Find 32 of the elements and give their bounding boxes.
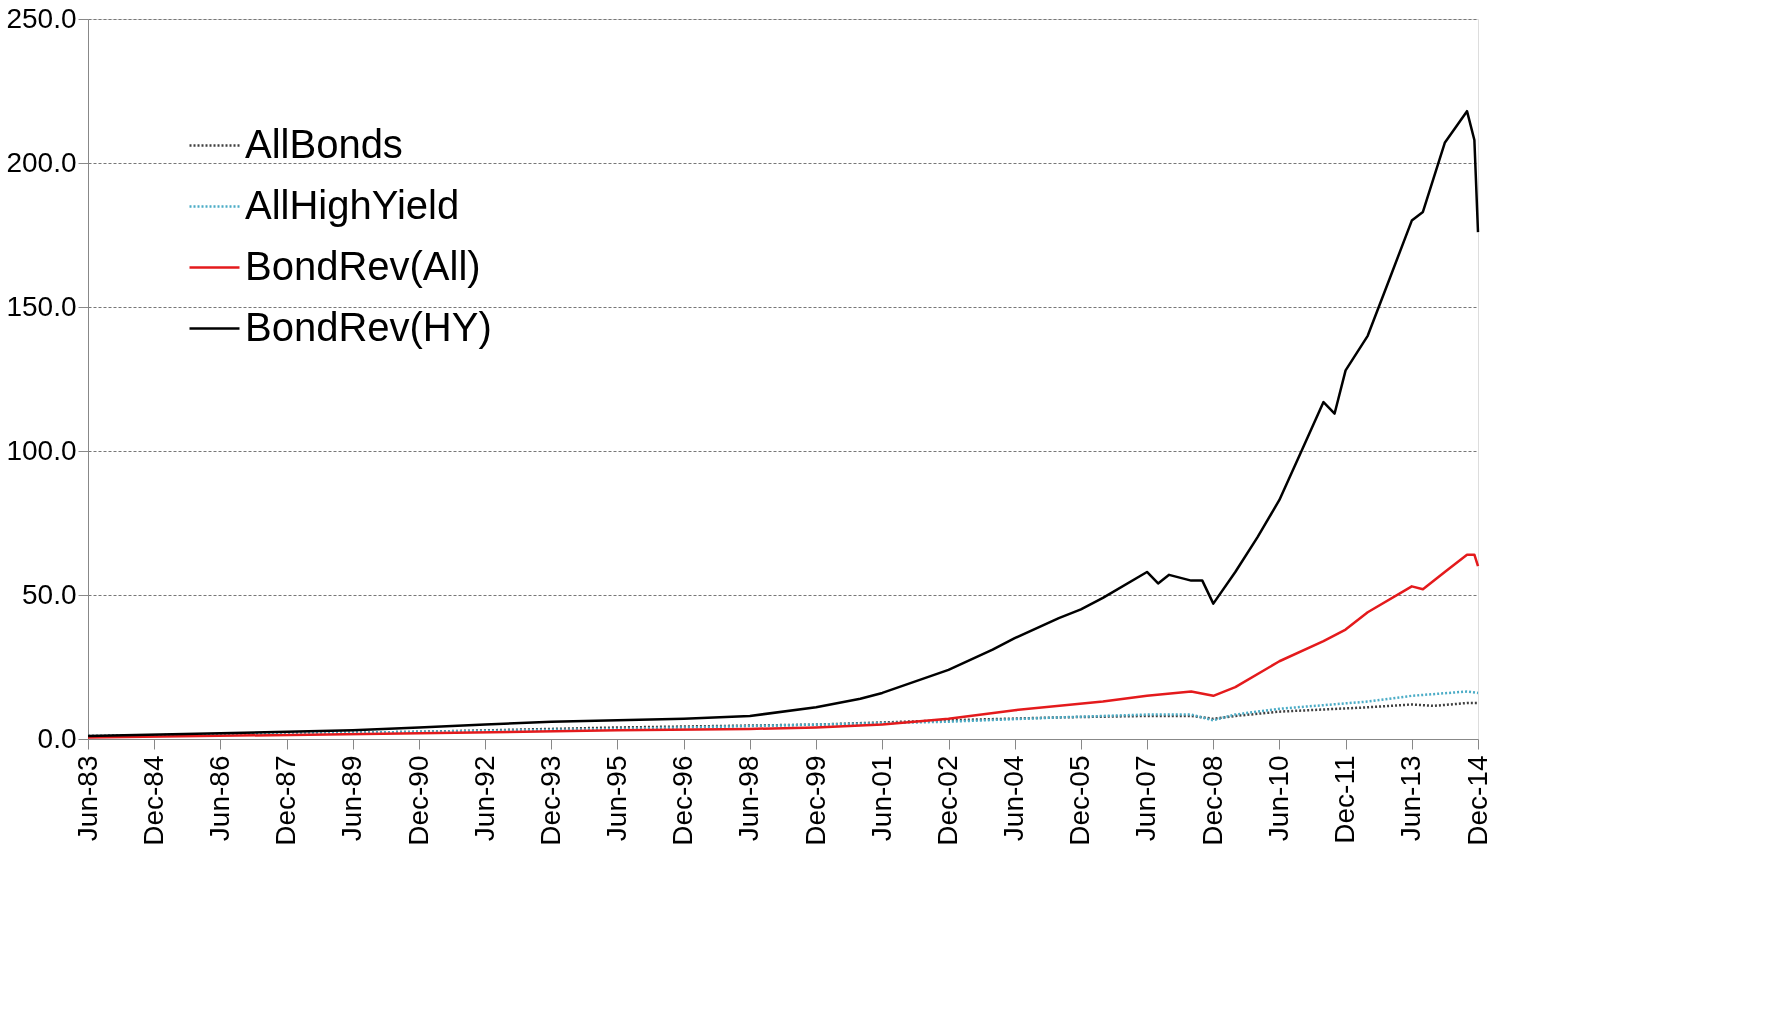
legend-label: BondRev(All) (245, 243, 481, 288)
x-tick-label: Jun-98 (733, 755, 765, 842)
y-tick-label: 150.0 (6, 290, 77, 322)
x-tick-label: Dec-02 (932, 755, 963, 846)
y-tick-label: 250.0 (6, 2, 77, 34)
x-tick-label: Jun-83 (71, 755, 103, 842)
y-tick-label: 100.0 (6, 434, 77, 466)
x-tick-label: Jun-86 (203, 755, 235, 842)
x-tick-label: Dec-14 (1461, 755, 1493, 846)
x-tick-label: Dec-05 (1064, 755, 1096, 846)
x-tick-label: Dec-87 (270, 755, 302, 846)
x-tick-label: Dec-11 (1329, 755, 1361, 844)
x-tick-label: Dec-93 (534, 755, 566, 846)
x-tick-label: Dec-08 (1196, 755, 1228, 846)
x-tick-label: Dec-96 (667, 755, 699, 846)
x-tick-label: Jun-04 (998, 755, 1030, 842)
y-tick-label: 0.0 (37, 722, 77, 754)
x-tick-label: Jun-89 (336, 755, 368, 842)
legend-label: AllHighYield (245, 182, 460, 227)
y-tick-label: 200.0 (6, 146, 77, 178)
x-tick-label: Dec-99 (799, 755, 831, 846)
x-tick-label: Dec-84 (137, 755, 169, 846)
x-tick-label: Dec-90 (402, 755, 434, 846)
legend-label: AllBonds (245, 121, 403, 166)
x-tick-label: Jun-10 (1262, 755, 1294, 842)
legend-label: BondRev(HY) (245, 304, 492, 349)
x-tick-label: Jun-13 (1395, 755, 1427, 842)
x-tick-label: Jun-07 (1130, 755, 1162, 842)
x-tick-label: Jun-95 (601, 755, 632, 842)
x-tick-label: Jun-92 (468, 755, 500, 842)
x-tick-label: Jun-01 (865, 755, 897, 842)
y-tick-label: 50.0 (22, 578, 77, 610)
